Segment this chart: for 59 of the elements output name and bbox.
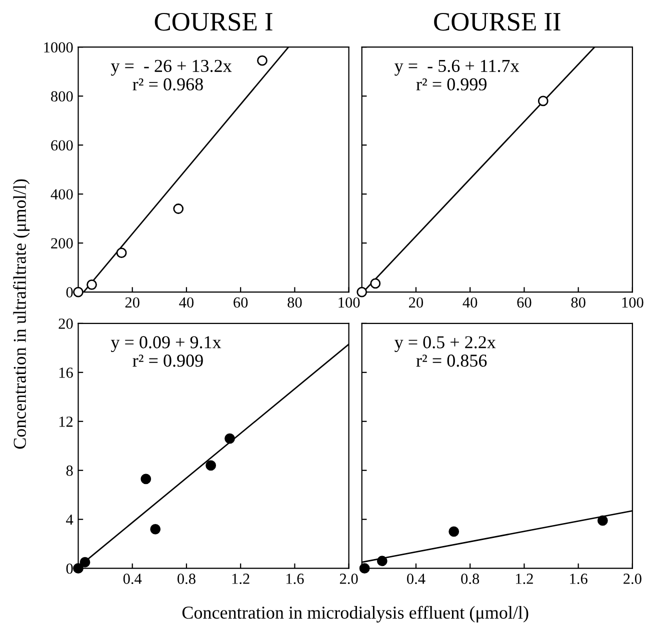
x-tick-label: 60 [517, 297, 532, 308]
annotation: r² = 0.856 [416, 354, 487, 367]
y-tick-label: 0 [66, 563, 73, 574]
y-tick-label: 0 [66, 287, 73, 298]
annotation: y = 0.09 + 9.1x [110, 336, 222, 352]
x-tick-label: 80 [571, 297, 586, 308]
point [597, 515, 608, 526]
annotation: y = - 5.6 + 11.7x [394, 60, 520, 76]
annotation: r² = 0.909 [132, 354, 203, 367]
y-tick-label: 1000 [44, 42, 73, 53]
point [80, 557, 90, 568]
y-tick-label: 12 [59, 416, 73, 427]
y-tick-label: 8 [66, 466, 73, 476]
chart-title: COURSE II [434, 12, 560, 31]
y-tick-label: 200 [51, 238, 73, 248]
point [359, 563, 370, 574]
y-tick-label: 600 [51, 140, 73, 151]
point [206, 460, 216, 471]
point [73, 286, 84, 298]
y-axis-title: Concentration in ultrafiltrate (μmol/l) [13, 179, 30, 449]
x-tick-label: 40 [179, 297, 194, 308]
x-tick-label: 20 [125, 297, 140, 308]
y-tick-label: 16 [59, 368, 73, 378]
x-tick-label: 1.2 [232, 574, 250, 584]
x-tick-label: 1.6 [286, 574, 304, 584]
y-tick-label: 4 [66, 514, 74, 525]
point [376, 556, 388, 566]
x-tick-label: 60 [234, 297, 248, 308]
point [73, 563, 84, 574]
x-tick-label: 0.4 [123, 574, 142, 584]
x-tick-label: 80 [288, 297, 302, 308]
point [173, 204, 184, 214]
x-tick-label: 40 [462, 297, 478, 308]
point [86, 279, 97, 290]
x-tick-label: 2.0 [340, 574, 358, 584]
annotation: r² = 0.968 [132, 78, 203, 90]
x-tick-label: 20 [409, 297, 424, 308]
annotation: y = 0.5 + 2.2x [394, 336, 496, 352]
annotation: r² = 0.999 [416, 78, 486, 90]
x-tick-label: 100 [622, 297, 644, 308]
point [224, 433, 235, 444]
x-tick-label: 1.6 [570, 574, 588, 584]
chart-title: COURSE I [154, 12, 272, 31]
point [140, 474, 152, 484]
x-tick-label: 0.8 [178, 574, 196, 584]
x-tick-label: 2.0 [624, 574, 642, 584]
y-tick-label: 20 [58, 318, 73, 329]
y-tick-label: 400 [50, 189, 73, 200]
point [116, 248, 127, 258]
x-tick-label: 0.4 [407, 574, 426, 584]
point [448, 526, 460, 537]
x-axis-title: Concentration in microdialysis effluent (μmol/l) [182, 606, 528, 622]
point [150, 524, 161, 534]
x-tick-label: 1.2 [516, 574, 533, 584]
x-tick-label: 0.8 [461, 574, 480, 584]
y-tick-label: 800 [51, 91, 73, 102]
point [257, 55, 268, 66]
annotation: y = - 26 + 13.2x [110, 60, 232, 76]
x-tick-label: 100 [338, 297, 360, 308]
